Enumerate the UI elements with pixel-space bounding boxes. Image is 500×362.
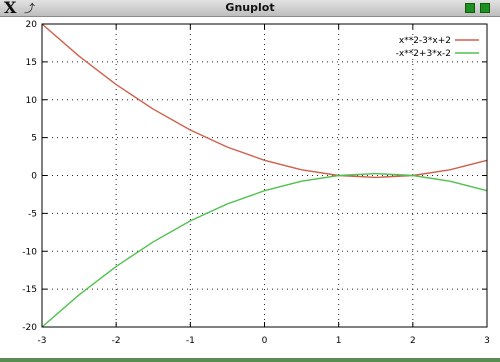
y-tick-label: 0 bbox=[31, 172, 37, 182]
y-tick-label: -5 bbox=[28, 209, 37, 219]
series-line-2 bbox=[41, 172, 488, 328]
minimize-button[interactable] bbox=[465, 3, 475, 13]
y-tick-label: 10 bbox=[26, 96, 38, 106]
y-tick-label: -10 bbox=[22, 247, 37, 257]
x-tick-label: 1 bbox=[336, 336, 342, 346]
maximize-button[interactable] bbox=[480, 3, 490, 13]
x-tick-label: 0 bbox=[262, 336, 268, 346]
title-bar[interactable]: X ⤴ Gnuplot bbox=[0, 0, 500, 17]
legend-label-2: -x**2+3*x-2 bbox=[396, 49, 451, 59]
x-tick-label: 3 bbox=[484, 336, 490, 346]
x-tick-label: -2 bbox=[112, 336, 121, 346]
y-tick-label: -15 bbox=[22, 285, 37, 295]
y-tick-label: -20 bbox=[22, 323, 37, 333]
legend-label-1: x**2-3*x+2 bbox=[399, 36, 451, 46]
plot-area: -3 -2 -1 0 1 2 3 -20 -15 -10 -5 0 5 10 15 20 x**2-3*x+2… bbox=[0, 17, 500, 358]
y-tick-label: 20 bbox=[26, 20, 38, 30]
x-logo-icon[interactable]: X bbox=[4, 0, 17, 17]
pin-icon[interactable]: ⤴ bbox=[24, 2, 35, 15]
window-title: Gnuplot bbox=[225, 1, 275, 14]
y-tick-label: 15 bbox=[26, 58, 37, 68]
x-tick-label: -1 bbox=[186, 336, 195, 346]
plot-frame bbox=[41, 23, 488, 328]
x-tick-label: 2 bbox=[410, 336, 416, 346]
x-tick-label: -3 bbox=[38, 336, 47, 346]
y-tick-label: 5 bbox=[31, 134, 37, 144]
